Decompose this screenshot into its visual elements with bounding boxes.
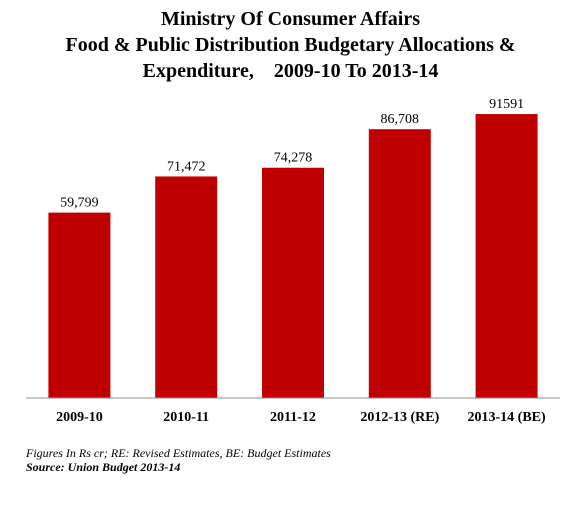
data-label: 86,708 xyxy=(381,112,420,127)
data-label: 59,799 xyxy=(60,196,99,211)
bar-2010-11 xyxy=(155,176,218,398)
title-line-1: Ministry Of Consumer Affairs xyxy=(160,8,421,30)
x-tick-label: 2011-12 xyxy=(270,410,316,425)
data-label: 91591 xyxy=(489,97,524,112)
bar-2009-10 xyxy=(48,212,111,398)
title-line-2: Food & Public Distribution Budgetary All… xyxy=(65,34,516,56)
title-line-3: Expenditure, 2009-10 To 2013-14 xyxy=(142,60,439,82)
chart-title: Ministry Of Consumer Affairs Food & Publ… xyxy=(0,6,581,84)
figures-note: Figures In Rs cr; RE: Revised Estimates,… xyxy=(26,446,331,460)
chart-notes: Figures In Rs cr; RE: Revised Estimates,… xyxy=(26,446,331,474)
data-label: 71,472 xyxy=(167,159,206,174)
bar-2011-12 xyxy=(262,167,324,398)
x-tick-label: 2013-14 (BE) xyxy=(468,410,547,425)
source-note: Source: Union Budget 2013-14 xyxy=(26,460,181,474)
x-tick-label: 2012-13 (RE) xyxy=(360,410,439,425)
x-tick-label: 2010-11 xyxy=(163,410,209,425)
x-tick-label: 2009-10 xyxy=(56,410,103,425)
bar-2012-13 (RE) xyxy=(368,129,431,398)
data-label: 74,278 xyxy=(274,151,313,166)
bar-2013-14 (BE) xyxy=(475,114,538,398)
